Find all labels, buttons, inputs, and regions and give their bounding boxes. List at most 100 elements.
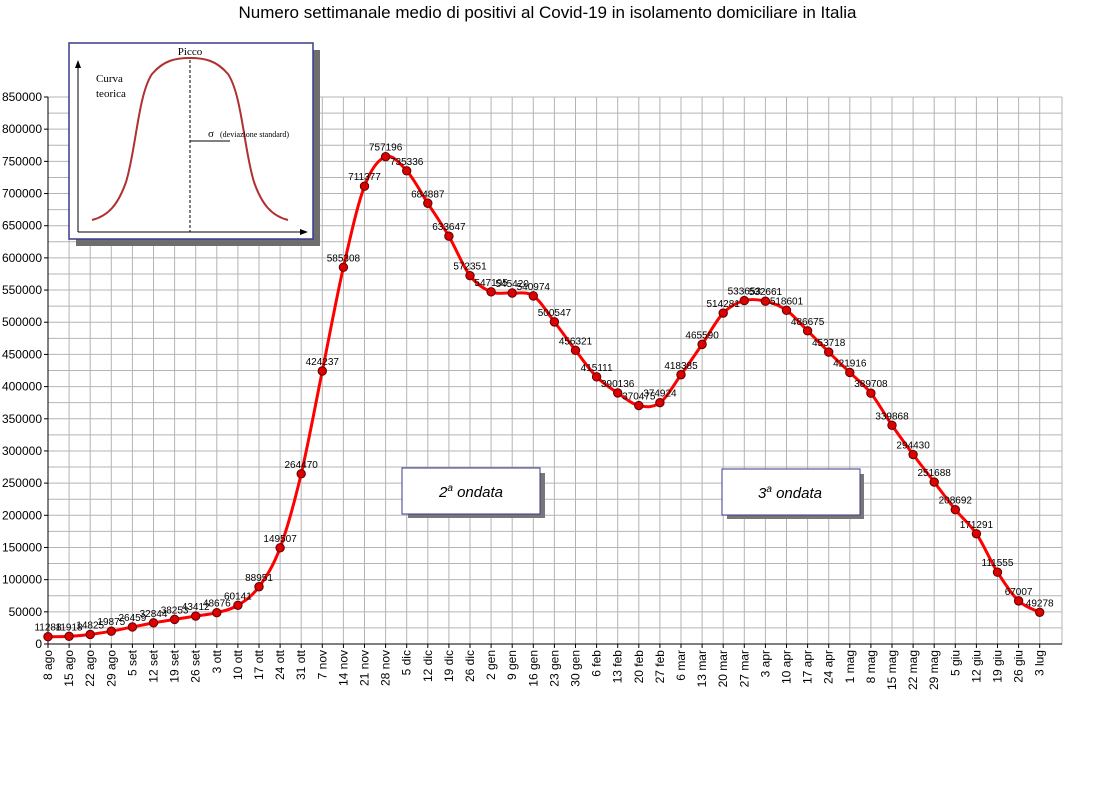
data-label: 26459	[118, 613, 146, 624]
data-label: 49278	[1026, 598, 1054, 609]
x-tick-label: 26 dic	[463, 650, 477, 682]
svg-text:3a ondata: 3a ondata	[758, 484, 822, 502]
x-tick-label: 22 ago	[83, 650, 97, 687]
peak-label: Picco	[178, 46, 203, 58]
data-label: 500547	[538, 308, 572, 319]
y-tick-label: 200000	[2, 508, 42, 522]
x-tick-label: 5 set	[125, 649, 139, 676]
x-tick-label: 7 nov	[315, 650, 329, 679]
curve-label-line2: teorica	[96, 88, 126, 100]
x-tick-label: 16 gen	[526, 650, 540, 687]
x-tick-label: 15 mag	[885, 650, 899, 690]
data-label: 43412	[182, 602, 210, 613]
inset-y-arrow	[75, 60, 81, 68]
data-point	[233, 600, 243, 610]
y-tick-label: 850000	[2, 90, 42, 104]
data-label: 453718	[812, 338, 846, 349]
data-label: 486675	[791, 317, 825, 328]
data-label: 514281	[707, 299, 741, 310]
data-label: 11918	[56, 622, 84, 633]
data-label: 264470	[285, 460, 319, 471]
x-tick-label: 3 ott	[210, 649, 224, 673]
y-tick-label: 350000	[2, 412, 42, 426]
data-point	[317, 366, 327, 376]
curve-label-line1: Curva	[96, 73, 123, 85]
data-point	[528, 291, 538, 301]
x-tick-label: 20 feb	[632, 650, 646, 684]
y-tick-label: 250000	[2, 476, 42, 490]
x-tick-label: 1 mag	[843, 650, 857, 683]
y-tick-label: 650000	[2, 219, 42, 233]
wave2-superscript: a	[447, 483, 453, 494]
chart-title: Numero settimanale medio di positivi al …	[238, 3, 857, 22]
data-label: 545420	[496, 279, 530, 290]
data-label: 415111	[581, 363, 613, 374]
y-tick-labels: 0 50000 100000 150000 200000 250000 300000 3500…	[2, 90, 48, 651]
data-label: 465590	[685, 330, 719, 341]
data-point	[655, 398, 665, 408]
y-tick-label: 450000	[2, 347, 42, 361]
data-point	[845, 367, 855, 378]
data-label: 518601	[770, 296, 804, 307]
data-point	[697, 339, 707, 350]
data-point	[908, 449, 918, 460]
svg-text:2a ondata: 2a ondata	[438, 483, 503, 501]
data-point	[591, 372, 602, 382]
data-label: 390136	[601, 379, 635, 390]
data-point	[634, 400, 644, 411]
data-label: 171291	[960, 520, 994, 531]
data-label: 370475	[622, 392, 656, 403]
x-tick-label: 17 apr	[801, 650, 815, 684]
data-label: 540974	[517, 282, 551, 293]
y-tick-label: 100000	[2, 573, 42, 587]
data-label: 389708	[854, 379, 888, 390]
data-label: 14825	[76, 620, 104, 631]
x-tick-label: 10 ott	[231, 649, 245, 680]
data-point	[380, 152, 391, 162]
y-tick-label: 550000	[2, 283, 42, 297]
data-label: 48676	[203, 599, 231, 610]
x-tick-label: 24 apr	[822, 650, 836, 684]
data-point	[423, 198, 433, 208]
data-point	[169, 614, 180, 625]
x-tick-label: 29 ago	[104, 650, 118, 687]
data-point	[338, 262, 349, 273]
x-tick-label: 27 feb	[653, 650, 667, 684]
x-tick-label: 3 apr	[758, 650, 772, 677]
data-label: 633647	[432, 222, 466, 233]
data-label: 533653	[728, 287, 762, 298]
data-point	[296, 469, 306, 479]
x-tick-label: 2 gen	[484, 650, 498, 680]
data-point	[106, 626, 117, 636]
y-tick-label: 300000	[2, 444, 42, 458]
x-tick-label: 8 ago	[41, 650, 55, 680]
data-point	[85, 629, 95, 640]
data-label: 757196	[369, 143, 403, 154]
data-point	[507, 288, 517, 298]
x-tick-label: 6 feb	[590, 650, 604, 677]
data-point	[549, 317, 560, 327]
data-points	[43, 152, 1045, 642]
x-tick-label: 8 mag	[864, 650, 878, 683]
data-label: 88951	[245, 573, 273, 584]
wave3-text: ondata	[772, 485, 822, 502]
data-point	[359, 181, 370, 191]
data-point	[64, 631, 74, 642]
data-point	[613, 388, 623, 398]
x-tick-label: 14 nov	[336, 650, 350, 686]
y-tick-label: 50000	[9, 605, 43, 619]
data-label: 374924	[643, 389, 677, 400]
data-point	[824, 347, 834, 357]
x-tick-label: 29 mag	[927, 650, 941, 690]
x-tick-label: 20 mar	[716, 650, 730, 687]
data-label: 735336	[390, 157, 424, 168]
data-label: 424237	[306, 357, 340, 368]
data-label: 67007	[1005, 587, 1033, 598]
x-tick-label: 5 dic	[400, 650, 414, 675]
data-point	[950, 505, 960, 515]
data-point	[1013, 596, 1024, 606]
data-label: 11288	[34, 623, 62, 634]
data-label: 19875	[97, 617, 125, 628]
data-point	[929, 477, 939, 487]
